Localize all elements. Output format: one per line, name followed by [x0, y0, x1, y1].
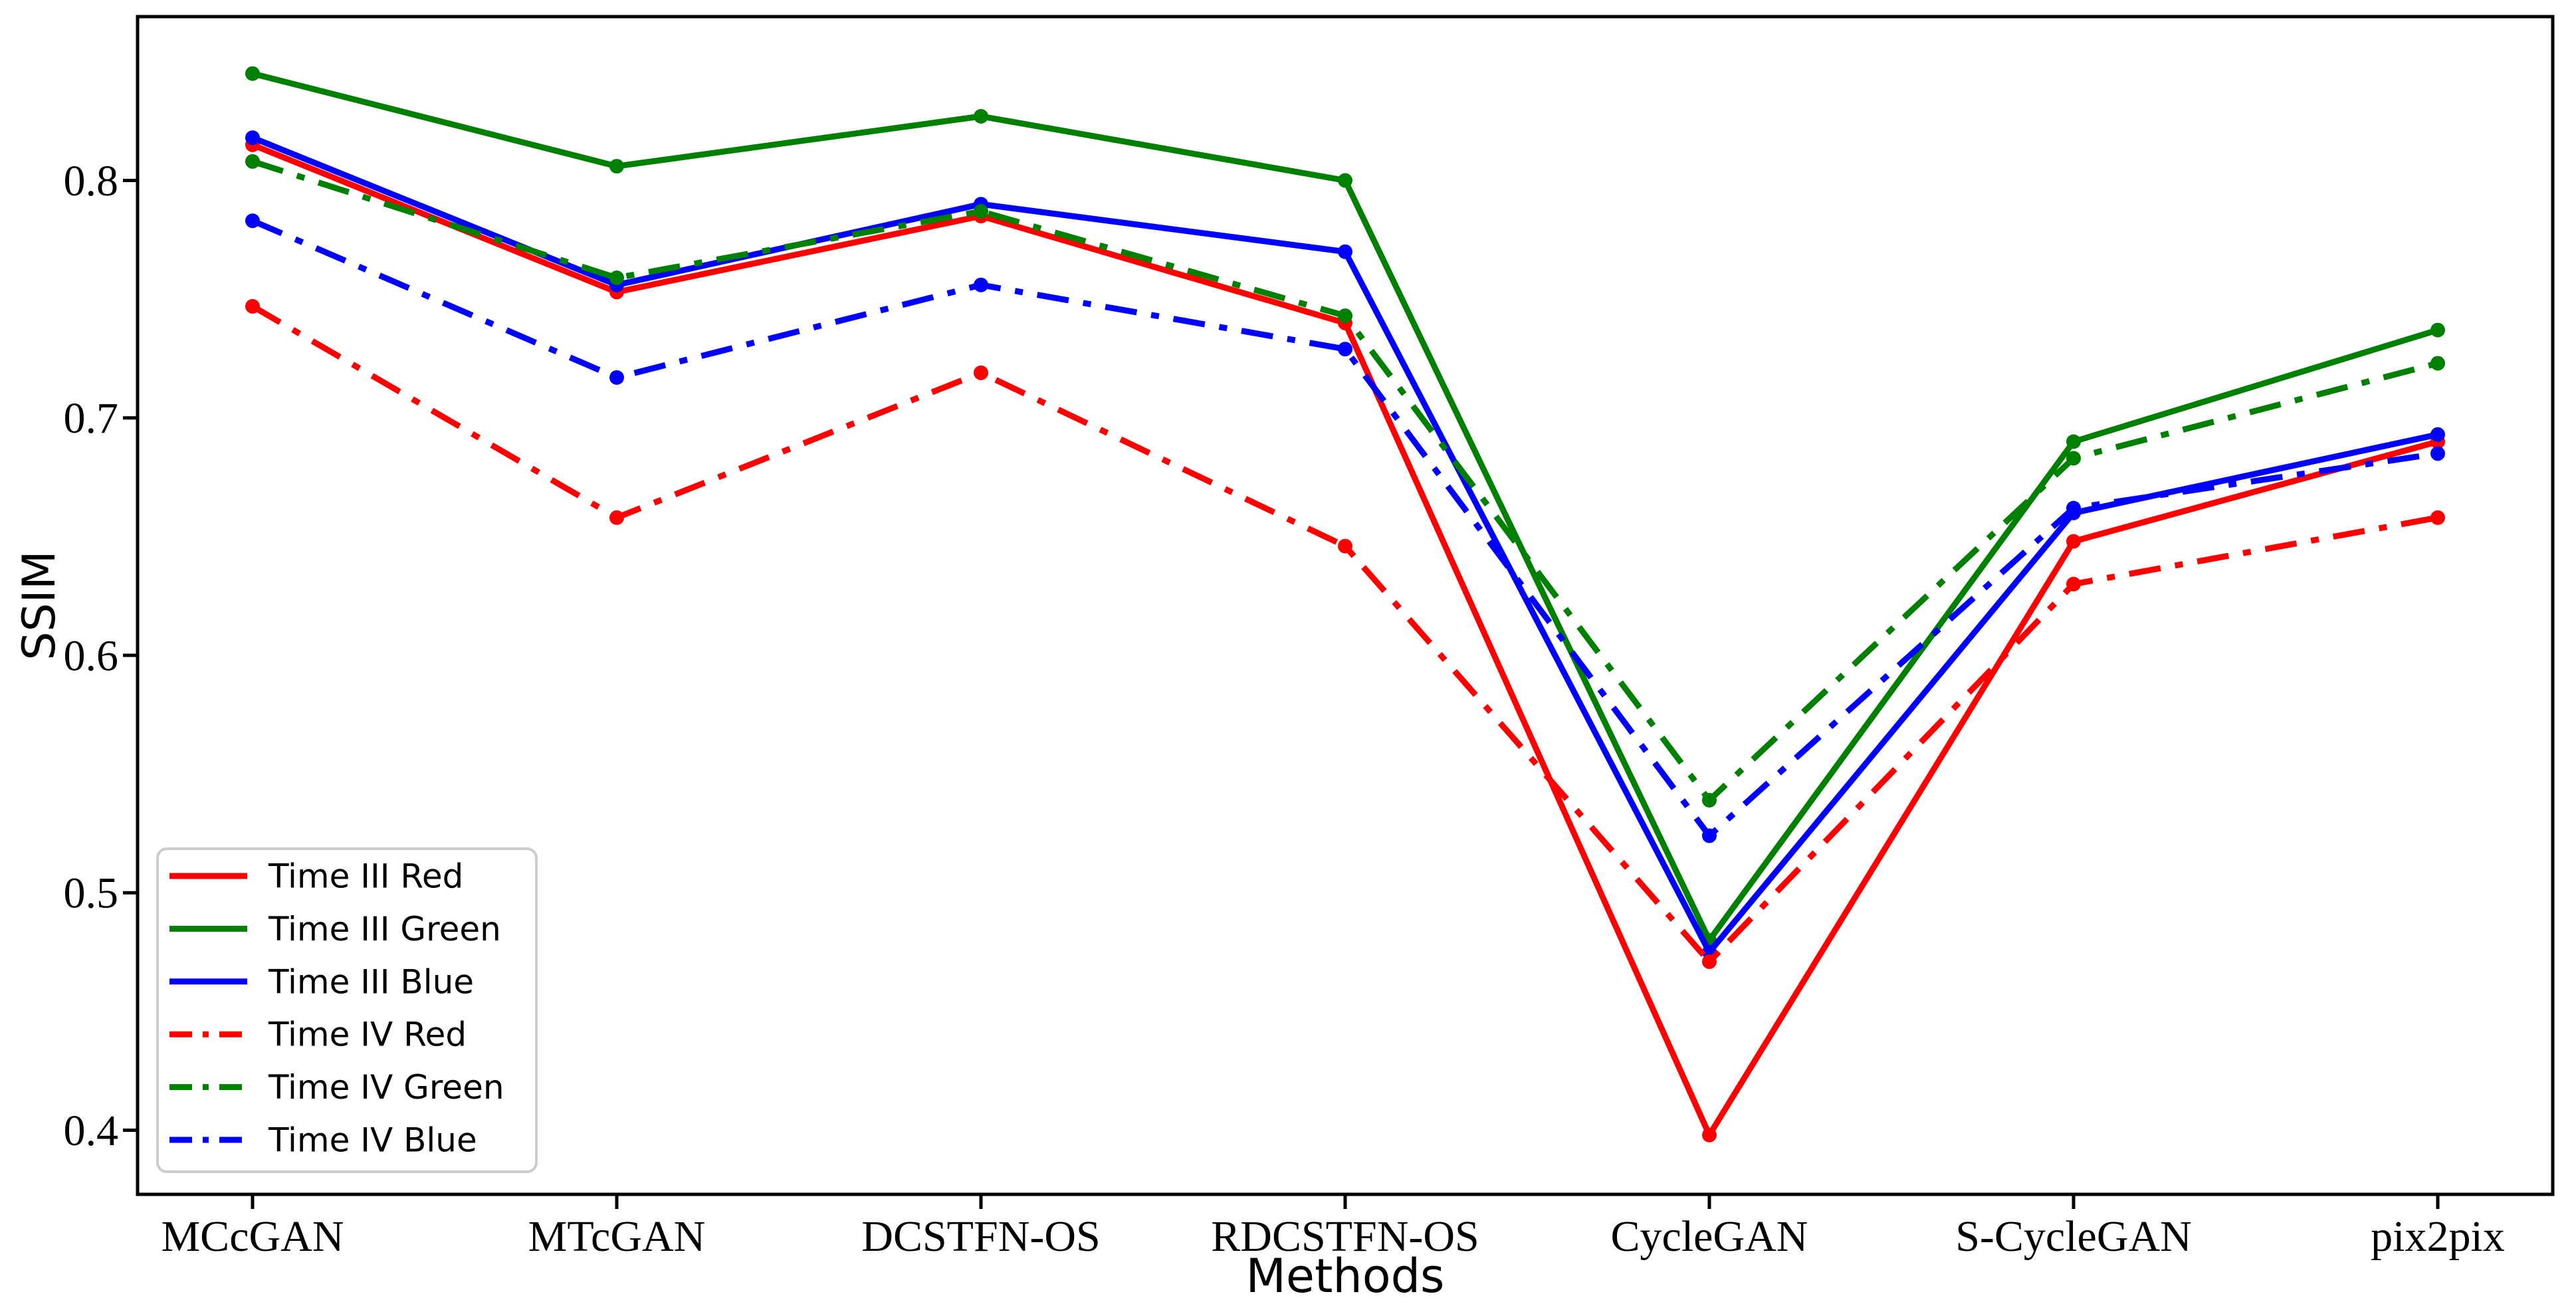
data-point-marker	[1338, 244, 1352, 259]
data-point-marker	[2066, 434, 2081, 449]
legend-item-time-iv-green: Time IV Green	[169, 1068, 504, 1107]
x-axis-tick-label-cyclegan: CycleGAN	[1611, 1212, 1808, 1261]
series-layer	[245, 66, 2445, 1143]
series-time-iii-green	[245, 66, 2445, 948]
x-axis: MCcGAN MTcGAN DCSTFN-OS RDCSTFN-OS CycleGAN S…	[161, 1194, 2505, 1261]
data-point-marker	[609, 510, 624, 525]
data-point-marker	[974, 109, 988, 124]
x-axis-tick-label-mccgan: MCcGAN	[161, 1212, 344, 1261]
x-axis-tick-label-mtcgan: MTcGAN	[528, 1212, 706, 1261]
x-axis-tick-label-dcstfn-os: DCSTFN-OS	[861, 1212, 1100, 1261]
data-point-marker	[609, 271, 624, 285]
legend-item-time-iv-red: Time IV Red	[169, 1016, 467, 1054]
data-point-marker	[1702, 954, 1717, 969]
legend-label-time-iv-green: Time IV Green	[268, 1068, 504, 1107]
data-point-marker	[1702, 828, 1717, 843]
legend-item-time-iv-blue: Time IV Blue	[169, 1121, 477, 1160]
data-point-marker	[245, 298, 260, 314]
data-point-marker	[2430, 356, 2445, 371]
data-point-marker	[2066, 451, 2081, 466]
y-axis: 0.8 0.7 0.6 0.5 0.4	[64, 157, 138, 1155]
data-point-marker	[2430, 510, 2445, 525]
x-axis-tick-label-rdcstfn-os: RDCSTFN-OS	[1211, 1212, 1479, 1261]
legend-item-time-iii-green: Time III Green	[169, 910, 501, 948]
data-point-marker	[1338, 342, 1352, 357]
y-axis-tick-label: 0.8	[64, 157, 119, 205]
data-point-marker	[1702, 1127, 1717, 1143]
x-axis-title: Methods	[1245, 1249, 1444, 1303]
data-point-marker	[2066, 576, 2081, 592]
data-point-marker	[1702, 793, 1717, 808]
legend-box	[156, 847, 538, 1173]
legend-item-time-iii-blue: Time III Blue	[169, 962, 474, 1001]
legend-label-time-iii-green: Time III Green	[268, 910, 501, 948]
data-point-marker	[1338, 308, 1352, 324]
y-axis-tick-label: 0.6	[64, 631, 119, 680]
x-axis-tick-label-s-cyclegan: S-CycleGAN	[1955, 1212, 2192, 1261]
data-point-marker	[974, 365, 988, 380]
data-point-marker	[2066, 534, 2081, 549]
y-axis-title: SSIM	[13, 550, 66, 660]
data-point-marker	[2430, 427, 2445, 442]
y-axis-tick-label: 0.5	[64, 869, 119, 918]
legend-label-time-iv-blue: Time IV Blue	[268, 1121, 477, 1160]
series-time-iv-green	[245, 154, 2445, 808]
data-point-marker	[245, 154, 260, 169]
y-axis-tick-label: 0.7	[64, 394, 119, 443]
data-point-marker	[2430, 446, 2445, 461]
legend-item-time-iii-red: Time III Red	[169, 857, 463, 896]
legend-label-time-iii-red: Time III Red	[268, 857, 463, 896]
y-axis-tick-label: 0.4	[64, 1107, 119, 1155]
data-point-marker	[1338, 173, 1352, 188]
legend: Time III Red Time III Green Time III Blue T…	[156, 847, 538, 1173]
data-point-marker	[1338, 538, 1352, 554]
series-time-iv-red	[245, 298, 2445, 969]
data-point-marker	[245, 213, 260, 229]
series-time-iv-blue	[245, 213, 2445, 843]
x-axis-tick-label-pix2pix: pix2pix	[2371, 1212, 2505, 1261]
data-point-marker	[2066, 500, 2081, 516]
legend-label-time-iv-red: Time IV Red	[268, 1016, 467, 1054]
data-point-marker	[245, 66, 260, 81]
data-point-marker	[2430, 322, 2445, 338]
data-point-marker	[974, 277, 988, 292]
data-point-marker	[609, 159, 624, 174]
data-point-marker	[245, 130, 260, 146]
data-point-marker	[974, 204, 988, 219]
legend-label-time-iii-blue: Time III Blue	[268, 962, 474, 1001]
data-point-marker	[609, 370, 624, 385]
